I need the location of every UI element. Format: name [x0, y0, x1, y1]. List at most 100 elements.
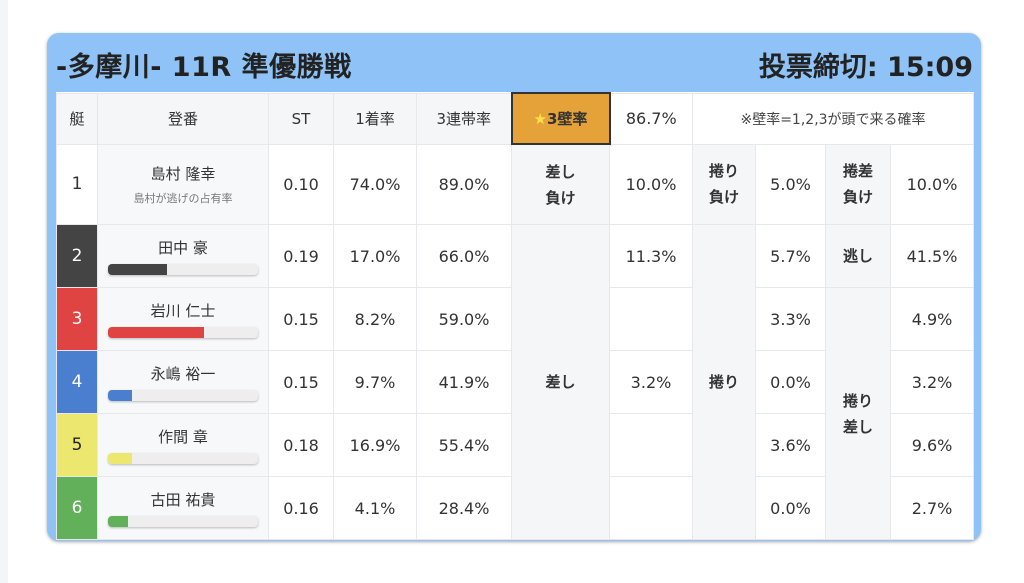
makuri-value: 0.0%: [755, 350, 826, 414]
win-rate: 4.1%: [333, 476, 417, 540]
makurisashi-value: 4.9%: [889, 287, 975, 351]
makurisashi-value: 2.7%: [889, 476, 975, 540]
sashi-value: [609, 413, 693, 477]
sashi-make-label: 差し 負け: [511, 143, 610, 225]
top3-rate: 28.4%: [416, 476, 512, 540]
st-value: 0.10: [268, 143, 334, 225]
top3-rate: 89.0%: [416, 143, 512, 225]
boat-row: 3 岩川 仁士 0.15 8.2% 59.0% 3.3% 捲り 差し 4.9%: [56, 287, 975, 540]
sashi-make-label-text: 差し: [545, 162, 576, 181]
boat-row: 4 永嶋 裕一 0.15 9.7% 41.9% 3.2% 0.0% 3.2%: [56, 350, 975, 414]
win-rate: 8.2%: [333, 287, 417, 351]
makurisashi-value: 3.2%: [889, 350, 975, 414]
rate-bar-fill: [108, 390, 132, 401]
racer-cell: 島村 隆幸 島村が逃げの占有率: [97, 143, 269, 225]
wall-rate-button[interactable]: ★3壁率: [510, 92, 611, 145]
wall-rate-value: 86.7%: [609, 92, 693, 145]
col-win: 1着率: [333, 92, 417, 145]
boat-number: 5: [56, 413, 98, 477]
makurisashi-value: 41.5%: [889, 224, 975, 288]
makurisashi-value: 10.0%: [889, 143, 975, 225]
racer-cell: 古田 祐貴: [97, 476, 269, 540]
racer-cell: 永嶋 裕一: [97, 350, 269, 414]
race-table: 艇 登番 ST 1着率 3連帯率 ★3壁率 86.7% ※壁率=1,2,3が頭で…: [56, 92, 975, 540]
rate-bar-fill: [108, 453, 132, 464]
makurisashi-label: 捲り 差し: [825, 287, 891, 540]
page-edge: [0, 0, 8, 583]
win-rate: 16.9%: [333, 413, 417, 477]
rate-bar: [108, 453, 258, 464]
top3-rate: 66.0%: [416, 224, 512, 288]
top3-rate: 55.4%: [416, 413, 512, 477]
top3-rate: 59.0%: [416, 287, 512, 351]
makurisashi-label-text: 捲り: [842, 391, 873, 410]
racer-name[interactable]: 田中 豪: [158, 239, 208, 257]
makuri-value: 0.0%: [755, 476, 826, 540]
sashi-label: 差し: [511, 224, 610, 540]
rate-bar: [108, 390, 258, 401]
rate-bar-fill: [108, 516, 128, 527]
sashi-value: [609, 287, 693, 351]
nige-label: 逃し: [825, 224, 891, 288]
voting-deadline: 投票締切: 15:09: [758, 52, 973, 83]
col-boat: 艇: [56, 92, 98, 145]
makuri-make-label: 捲り 負け: [692, 143, 756, 225]
sashi-make-label-text: 負け: [545, 188, 576, 207]
makuri-value: 3.3%: [755, 287, 826, 351]
makuri-label: 捲り: [692, 224, 756, 540]
header-row: 艇 登番 ST 1着率 3連帯率 ★3壁率 86.7% ※壁率=1,2,3が頭で…: [56, 92, 975, 145]
makurisashi-label-text: 差し: [842, 417, 873, 436]
wall-rate-note: ※壁率=1,2,3が頭で来る確率: [691, 92, 975, 145]
st-value: 0.19: [268, 224, 334, 288]
race-title: -多摩川- 11R 準優勝戦: [56, 52, 352, 83]
makurisashi-make-label: 捲差 負け: [825, 143, 891, 225]
boat-number: 2: [56, 224, 98, 288]
win-rate: 17.0%: [333, 224, 417, 288]
makurisashi-make-label-text: 負け: [842, 188, 873, 207]
racer-name[interactable]: 古田 祐貴: [150, 491, 216, 509]
sashi-value: 10.0%: [609, 143, 693, 225]
st-value: 0.15: [268, 287, 334, 351]
boat-row: 2 田中 豪 0.19 17.0% 66.0% 差し 11.3% 捲り 5.7% 逃し 41.5%: [56, 224, 975, 540]
racer-name[interactable]: 作間 章: [158, 428, 208, 446]
makuri-value: 3.6%: [755, 413, 826, 477]
sashi-value: 3.2%: [609, 350, 693, 414]
boat-row: 1 島村 隆幸 島村が逃げの占有率 0.10 74.0% 89.0% 差し 負け 10.0% 捲り…: [56, 143, 975, 225]
race-card: -多摩川- 11R 準優勝戦 投票締切: 15:09 艇 登番 ST 1着率 3…: [47, 33, 981, 541]
racer-cell: 岩川 仁士: [97, 287, 269, 351]
boat-row: 6 古田 祐貴 0.16 4.1% 28.4% 0.0% 2.7%: [56, 476, 975, 540]
boat-number: 4: [56, 350, 98, 414]
col-top3: 3連帯率: [416, 92, 512, 145]
top3-rate: 41.9%: [416, 350, 512, 414]
racer-name[interactable]: 島村 隆幸: [150, 164, 216, 183]
rate-bar: [108, 327, 258, 338]
makurisashi-value: 9.6%: [889, 413, 975, 477]
racer-name[interactable]: 永嶋 裕一: [150, 365, 216, 383]
col-st: ST: [268, 92, 334, 145]
makuri-make-label-text: 捲り: [708, 162, 739, 181]
rate-bar: [108, 516, 258, 527]
boat-number: 6: [56, 476, 98, 540]
rate-bar-fill: [108, 327, 204, 338]
rate-bar-fill: [108, 264, 167, 275]
star-icon: ★: [533, 110, 547, 128]
st-value: 0.15: [268, 350, 334, 414]
makurisashi-make-label-text: 捲差: [842, 162, 873, 181]
makuri-make-label-text: 負け: [708, 188, 739, 207]
makuri-value: 5.0%: [755, 143, 826, 225]
st-value: 0.16: [268, 476, 334, 540]
boat-row: 5 作間 章 0.18 16.9% 55.4% 3.6% 9.6%: [56, 413, 975, 477]
boat-number: 1: [56, 143, 98, 225]
racer-name[interactable]: 岩川 仁士: [150, 302, 216, 320]
win-rate: 9.7%: [333, 350, 417, 414]
boat-number: 3: [56, 287, 98, 351]
st-value: 0.18: [268, 413, 334, 477]
racer-cell: 田中 豪: [97, 224, 269, 288]
sashi-value: 11.3%: [609, 224, 693, 288]
sashi-value: [609, 476, 693, 540]
rate-bar: [108, 264, 258, 275]
col-reg: 登番: [97, 92, 269, 145]
racer-cell: 作間 章: [97, 413, 269, 477]
makuri-value: 5.7%: [755, 224, 826, 288]
wall-rate-label: 3壁率: [547, 110, 588, 128]
